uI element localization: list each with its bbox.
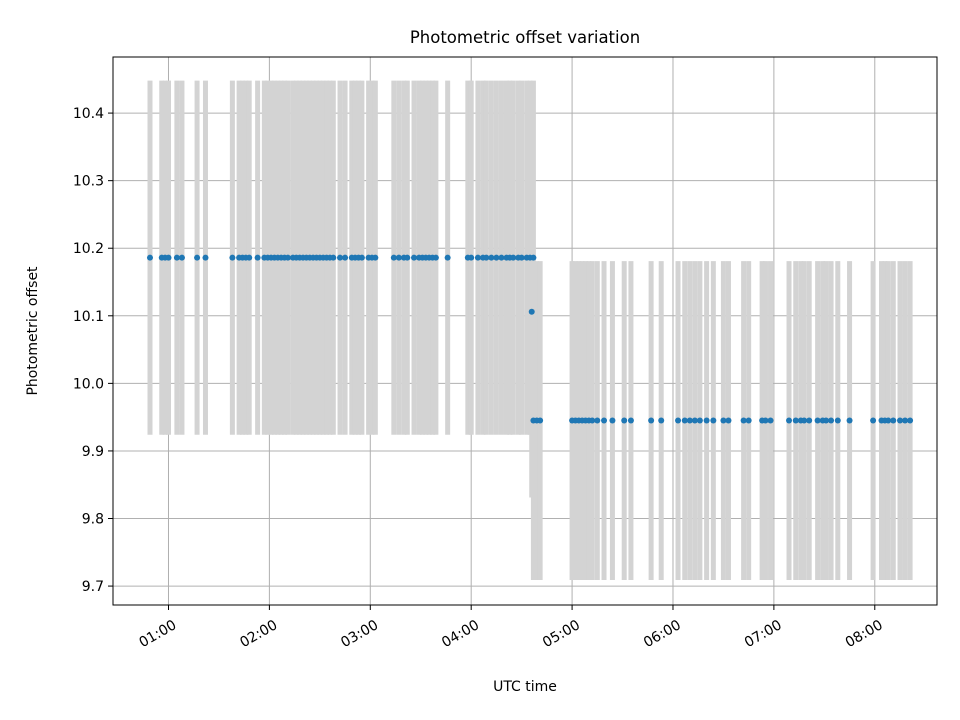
y-tick-label: 10.3 — [73, 174, 104, 190]
data-point — [725, 417, 732, 424]
data-point — [907, 417, 914, 424]
data-point — [488, 254, 495, 261]
data-point — [594, 417, 601, 424]
data-point — [165, 254, 172, 261]
data-point — [474, 254, 481, 261]
data-point — [178, 254, 185, 261]
data-point — [658, 417, 665, 424]
y-tick-label: 10.1 — [73, 309, 104, 325]
data-point — [284, 254, 291, 261]
data-point — [801, 417, 808, 424]
data-point — [720, 417, 727, 424]
data-point — [202, 254, 209, 261]
data-point — [710, 417, 717, 424]
plot-frame — [112, 56, 938, 606]
data-point — [444, 254, 451, 261]
data-point — [510, 254, 517, 261]
y-tick-label: 9.8 — [82, 512, 104, 528]
data-point — [648, 417, 655, 424]
data-point — [691, 417, 698, 424]
data-point — [404, 254, 411, 261]
data-point — [806, 417, 813, 424]
data-point — [537, 417, 544, 424]
data-point — [814, 417, 821, 424]
data-point — [432, 254, 439, 261]
data-point — [390, 254, 397, 261]
data-point — [675, 417, 682, 424]
y-tick-label: 10.0 — [73, 376, 104, 392]
data-point — [786, 417, 793, 424]
y-tick-label: 10.4 — [73, 106, 104, 122]
data-point — [468, 254, 475, 261]
data-point — [498, 254, 505, 261]
data-point — [337, 254, 344, 261]
data-point — [330, 254, 337, 261]
data-point — [483, 254, 490, 261]
data-point — [834, 417, 841, 424]
y-axis-label: Photometric offset — [25, 266, 41, 396]
data-point — [767, 417, 774, 424]
data-point — [890, 417, 897, 424]
data-point — [173, 254, 180, 261]
data-point — [601, 417, 608, 424]
data-point — [518, 254, 525, 261]
data-point — [902, 417, 909, 424]
data-point — [358, 254, 365, 261]
data-point — [411, 254, 418, 261]
data-point — [627, 417, 634, 424]
x-axis-label: UTC time — [493, 679, 557, 695]
data-point — [681, 417, 688, 424]
data-point — [792, 417, 799, 424]
data-point — [528, 308, 535, 315]
data-point — [745, 417, 752, 424]
data-point — [395, 254, 402, 261]
y-tick-label: 9.9 — [82, 444, 104, 460]
data-point — [254, 254, 261, 261]
data-point — [342, 254, 349, 261]
data-point — [194, 254, 201, 261]
data-point — [229, 254, 236, 261]
data-points — [146, 254, 914, 424]
y-axis-ticks: 9.7 9.8 9.9 10.0 10.1 10.2 10.3 10.4 — [73, 106, 113, 595]
data-point — [686, 417, 693, 424]
data-point — [493, 254, 500, 261]
data-point — [609, 417, 616, 424]
data-point — [703, 417, 710, 424]
data-point — [530, 254, 537, 261]
data-point — [621, 417, 628, 424]
data-point — [740, 417, 747, 424]
data-point — [870, 417, 877, 424]
data-point — [762, 417, 769, 424]
data-point — [823, 417, 830, 424]
chart-title: Photometric offset variation — [410, 28, 640, 47]
data-point — [897, 417, 904, 424]
data-point — [146, 254, 153, 261]
y-tick-label: 10.2 — [73, 241, 104, 257]
data-point — [246, 254, 253, 261]
data-point — [828, 417, 835, 424]
data-point — [696, 417, 703, 424]
data-point — [885, 417, 892, 424]
data-point — [846, 417, 853, 424]
y-tick-label: 9.7 — [82, 579, 104, 595]
data-point — [372, 254, 379, 261]
data-point — [589, 417, 596, 424]
